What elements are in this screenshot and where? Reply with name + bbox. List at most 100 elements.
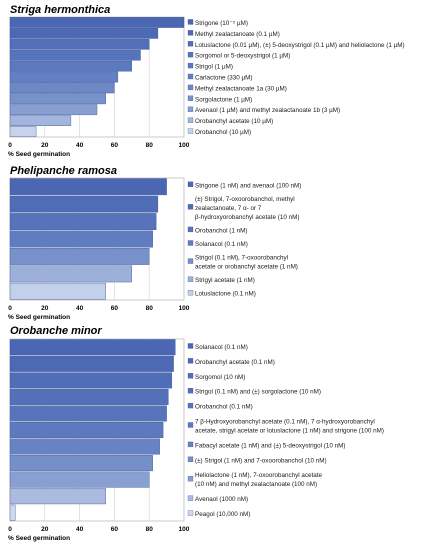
- x-axis-label: % Seed germination: [8, 314, 70, 321]
- legend-swatch: [187, 373, 194, 379]
- legend-swatch: [187, 128, 194, 134]
- legend-swatch: [187, 402, 194, 409]
- bar: [9, 195, 159, 213]
- legend-label: Solanacol (0.1 nM): [195, 241, 248, 248]
- legend-label: Methyl zealactanoate 1a (30 µM): [195, 85, 287, 92]
- legend-label: Fabacyl acetate (1 nM) and (±) 5-deoxyst…: [195, 442, 345, 449]
- bar: [9, 504, 16, 521]
- chart-panel-1: Striga hermonthica 0 20 40 60 80 100 % Seed ger…: [8, 4, 405, 158]
- legend-label: Strigyl acetate (1 nM): [195, 277, 255, 284]
- legend-label: Lotuslactone (0.01 µM), (±) 5-deoxystrig…: [195, 42, 405, 49]
- legend-swatch: [187, 358, 194, 364]
- bar: [9, 17, 185, 28]
- x-tick-label: 80: [146, 142, 154, 149]
- bar: [9, 71, 119, 83]
- bar: [9, 265, 133, 283]
- bar: [9, 438, 160, 455]
- x-axis-label: % Seed germination: [8, 151, 70, 158]
- legend-swatch: [187, 343, 194, 349]
- x-tick-label: 20: [41, 305, 49, 312]
- x-tick-label: 100: [179, 305, 190, 312]
- legend-label: Solanacol (0.1 nM): [195, 344, 248, 351]
- bar: [9, 282, 106, 300]
- legend-swatch: [187, 41, 194, 47]
- legend-label: Peagol (10,000 nM): [195, 511, 250, 518]
- x-tick-label: 100: [179, 526, 190, 533]
- legend-label: Avenaol (1 µM) and methyl zealactanoate …: [195, 107, 340, 114]
- legend-swatch: [187, 62, 194, 69]
- legend-label: Orobanchol (1 nM): [195, 227, 248, 234]
- legend-label: Orobanchyl acetate (10 µM): [195, 118, 273, 125]
- bar: [9, 82, 115, 94]
- legend-swatch: [187, 510, 194, 516]
- bar: [9, 422, 164, 438]
- bar: [9, 405, 167, 422]
- legend-swatch: [187, 84, 194, 91]
- legend-swatch: [187, 441, 194, 448]
- bar: [9, 93, 106, 105]
- legend-swatch: [187, 495, 194, 501]
- bar: [9, 38, 150, 50]
- legend-label: Avenaol (1000 nM): [195, 496, 248, 503]
- legend-swatch: [187, 30, 194, 36]
- bar: [9, 355, 174, 372]
- x-tick-label: 0: [8, 305, 12, 312]
- legend-label: Strigol (0.1 nM), 7-oxoorobanchyl acetate…: [195, 255, 298, 271]
- x-tick-label: 20: [41, 142, 49, 149]
- bar: [9, 178, 167, 196]
- legend-label: Orobanchol (10 µM): [195, 129, 251, 136]
- legend-swatch: [187, 117, 194, 123]
- legend-swatch: [187, 204, 194, 210]
- x-axis-label: % Seed germination: [8, 535, 70, 542]
- x-tick-label: 60: [111, 142, 119, 149]
- bar: [9, 471, 150, 488]
- legend-label: Sorgolactone (1 µM): [195, 96, 252, 103]
- legend-swatch: [187, 456, 194, 462]
- legend-swatch: [187, 19, 194, 25]
- legend-label: Heliolactone (1 nM), 7-oxoorobanchyl ace…: [195, 472, 323, 488]
- legend-label: 7 β-Hydroxyorobanchyl acetate (0.1 nM), …: [195, 419, 384, 435]
- bar: [9, 455, 153, 472]
- bar: [9, 372, 173, 389]
- legend-swatch: [187, 52, 194, 58]
- legend-swatch: [187, 181, 194, 187]
- bar: [9, 339, 176, 356]
- x-tick-label: 60: [111, 305, 119, 312]
- x-tick-label: 40: [76, 526, 84, 533]
- chart-title: Striga hermonthica: [10, 4, 110, 16]
- legend-swatch: [187, 476, 194, 482]
- legend-label: Carlactone (330 µM): [195, 75, 253, 82]
- legend-swatch: [187, 388, 194, 394]
- legend-label: Methyl zealactanoate (0.1 µM): [195, 31, 280, 38]
- legend-label: Strigol (1 µM): [195, 64, 233, 71]
- legend-label: Strigone (1 nM) and avenaol (100 nM): [195, 182, 301, 189]
- legend-label: Orobanchol (0.1 nM): [195, 404, 253, 411]
- bar: [9, 488, 106, 505]
- legend-label: Lotuslactone (0.1 nM): [195, 291, 256, 298]
- legend-swatch: [187, 106, 194, 112]
- bar: [9, 126, 37, 137]
- legend-label: (±) Strigol, 7-oxoorobanchol, methyl zeal…: [195, 196, 299, 221]
- chart-title: Orobanche minor: [10, 325, 102, 337]
- x-tick-label: 20: [41, 526, 49, 533]
- x-tick-label: 40: [76, 142, 84, 149]
- legend-label: Strigol (0.1 nM) and (±) sorgolactone (1…: [195, 389, 321, 396]
- x-tick-label: 0: [8, 142, 12, 149]
- chart-panel-2: Phelipanche ramosa 0 20 40 60 80 100 % Seed ger…: [8, 165, 301, 321]
- legend-swatch: [187, 422, 194, 428]
- bar: [9, 115, 72, 126]
- legend-label: Orobanchyl acetate (0.1 nM): [195, 359, 275, 366]
- x-tick-label: 40: [76, 305, 84, 312]
- x-tick-label: 80: [146, 526, 154, 533]
- bar: [9, 104, 98, 116]
- x-tick-label: 60: [111, 526, 119, 533]
- bar: [9, 230, 153, 248]
- x-tick-label: 80: [146, 305, 154, 312]
- bar: [9, 49, 141, 61]
- x-tick-label: 100: [179, 142, 190, 149]
- chart-title: Phelipanche ramosa: [10, 165, 117, 177]
- legend-label: Sorgomol or 5-deoxystrigol (1 µM): [195, 53, 290, 60]
- bar: [9, 213, 157, 230]
- bar: [9, 28, 159, 39]
